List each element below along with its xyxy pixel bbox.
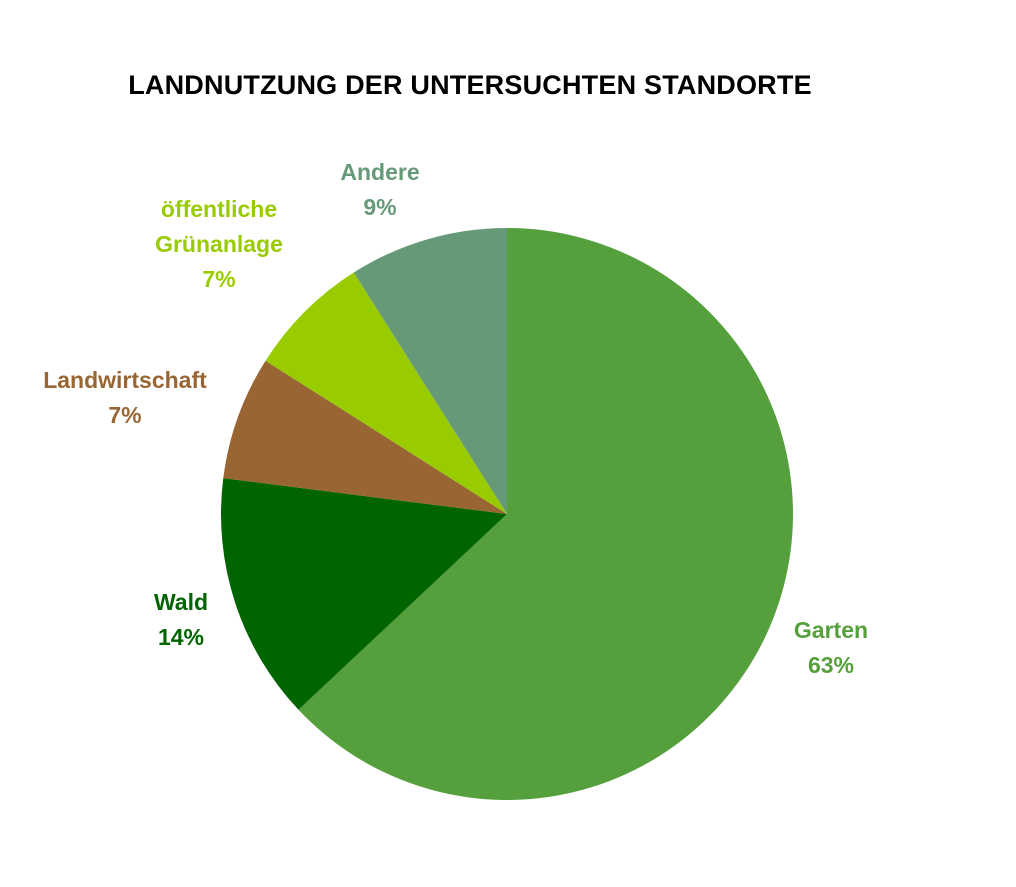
slice-label-name: Landwirtschaft [43, 367, 207, 393]
slice-label-öffentliche-grünanlage: öffentliche Grünanlage 7% [69, 192, 369, 297]
slice-label-garten: Garten 63% [681, 613, 981, 683]
slice-label-name: Andere [340, 159, 420, 185]
slice-label-percent: 7% [202, 265, 236, 292]
slice-label-percent: 7% [108, 402, 142, 428]
slice-label-wald: Wald 14% [31, 585, 331, 655]
slice-label-name: Wald [153, 589, 209, 615]
slice-label-andere: Andere 9% [230, 155, 530, 225]
slice-label-name: öffentliche [160, 195, 278, 222]
pie-slice-wald [221, 478, 507, 710]
slice-label-landwirtschaft: Landwirtschaft 7% [0, 363, 275, 433]
slice-label-name: Garten [793, 617, 869, 643]
pie-slices [221, 228, 793, 800]
slice-label-percent: 63% [807, 652, 855, 678]
slice-label-percent: 9% [363, 194, 397, 220]
chart-title: LANDNUTZUNG DER UNTERSUCHTEN STANDORTE [128, 70, 812, 100]
pie-slice-andere [353, 228, 507, 514]
pie-slice-garten [298, 228, 793, 800]
pie-slice-landwirtschaft [223, 360, 507, 514]
pie-slice-öffentliche-grünanlage [265, 272, 507, 514]
slice-label-percent: 14% [157, 624, 205, 650]
slice-label-name: Grünanlage [155, 230, 283, 257]
